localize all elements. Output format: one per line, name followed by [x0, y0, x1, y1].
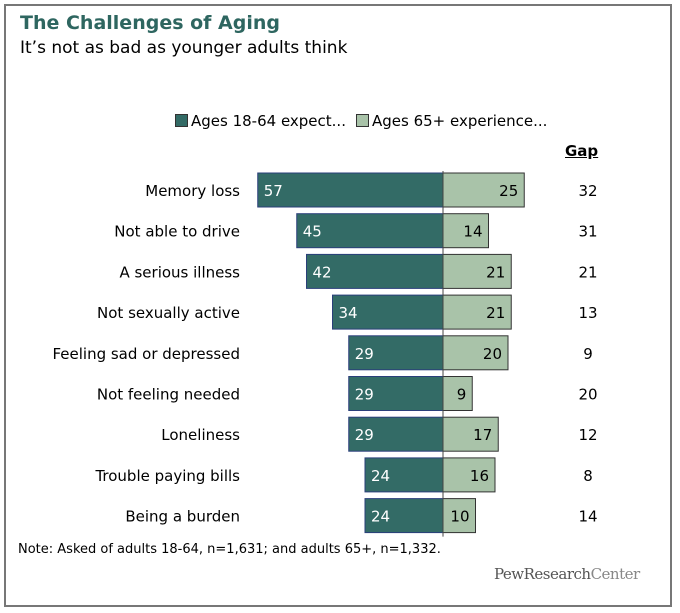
category-label: A serious illness — [119, 263, 240, 281]
gap-value: 32 — [578, 182, 597, 200]
gap-value: 13 — [578, 304, 597, 322]
bar-young — [296, 213, 444, 249]
data-label-old: 14 — [463, 223, 482, 241]
data-label-old: 25 — [499, 182, 518, 200]
bar-young — [306, 253, 444, 289]
chart-subtitle: It’s not as bad as younger adults think — [20, 38, 348, 58]
data-label-young: 29 — [355, 426, 374, 444]
bar-old — [442, 498, 476, 534]
legend: Ages 18-64 expect... Ages 65+ experience… — [175, 112, 547, 130]
bar-old — [442, 335, 509, 371]
legend-swatch-old — [355, 114, 369, 127]
bar-old — [442, 416, 499, 452]
data-label-young: 29 — [355, 386, 374, 404]
data-label-young: 29 — [355, 345, 374, 363]
gap-value: 8 — [583, 467, 593, 485]
data-label-old: 21 — [486, 263, 505, 281]
data-label-young: 42 — [313, 263, 332, 281]
category-label: Memory loss — [145, 182, 240, 200]
category-label: Being a burden — [125, 508, 240, 526]
gap-value: 21 — [578, 263, 597, 281]
data-label-old: 21 — [486, 304, 505, 322]
legend-label-old: Ages 65+ experience... — [371, 112, 548, 130]
legend-item-young: Ages 18-64 expect... — [175, 112, 346, 130]
data-label-young: 34 — [339, 304, 358, 322]
category-label: Not sexually active — [97, 304, 240, 322]
gap-value: 31 — [578, 223, 597, 241]
note: Note: Asked of adults 18-64, n=1,631; an… — [18, 542, 441, 557]
legend-item-old: Ages 65+ experience... — [355, 112, 548, 130]
bar-young — [348, 335, 444, 371]
bar-young — [348, 376, 444, 411]
pew-logo: PewResearchCenter — [494, 565, 640, 583]
data-label-young: 24 — [371, 508, 390, 526]
chart-title: The Challenges of Aging — [20, 12, 281, 34]
category-label: Feeling sad or depressed — [52, 345, 240, 363]
data-label-old: 17 — [473, 426, 492, 444]
category-label: Trouble paying bills — [94, 467, 240, 485]
gap-value: 9 — [583, 345, 593, 363]
bar-young — [364, 457, 444, 493]
bar-old — [442, 457, 496, 493]
gap-header: Gap — [565, 142, 599, 160]
bar-young — [257, 172, 444, 208]
data-label-old: 20 — [483, 345, 502, 363]
legend-label-young: Ages 18-64 expect... — [191, 112, 346, 130]
bar-old — [442, 376, 473, 411]
bar-old — [442, 294, 512, 330]
category-label: Not feeling needed — [97, 386, 240, 404]
bar-young — [348, 416, 444, 452]
data-label-young: 57 — [264, 182, 283, 200]
gap-value: 20 — [578, 386, 597, 404]
gap-value: 12 — [578, 426, 597, 444]
data-label-old: 9 — [457, 386, 467, 404]
bar-old — [442, 253, 512, 289]
gap-value: 14 — [578, 508, 597, 526]
legend-swatch-young — [175, 114, 188, 127]
bar-young — [332, 294, 444, 330]
data-label-young: 24 — [371, 467, 390, 485]
category-label: Loneliness — [161, 426, 240, 444]
bar-young — [364, 498, 444, 534]
data-label-old: 10 — [450, 508, 469, 526]
data-label-old: 16 — [470, 467, 489, 485]
data-label-young: 45 — [303, 223, 322, 241]
category-label: Not able to drive — [114, 223, 240, 241]
